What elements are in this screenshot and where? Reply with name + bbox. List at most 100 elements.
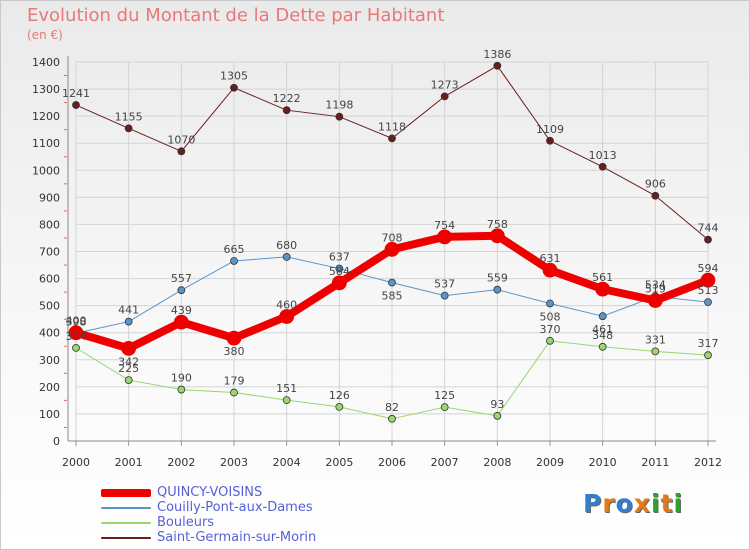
bouleurs-point [388,414,396,423]
couilly-pont-aux-dames-point [335,264,344,273]
y-tick-label: 1300 [32,83,60,96]
chart-legend: QUINCY-VOISINS Couilly-Pont-aux-Dames Boul… [101,485,316,545]
bouleurs-point [546,336,554,345]
quincy-voisins-data-label: 400 [66,315,87,328]
couilly-pont-aux-dames-data-label: 637 [329,251,350,264]
bouleurs-data-label: 179 [224,375,245,388]
saint-germain-sur-morin-data-label: 1070 [167,133,195,146]
y-tick-label: 1400 [32,56,60,69]
logo-letter: o [615,489,634,518]
saint-germain-sur-morin-data-label: 1241 [62,87,90,100]
logo-letter: i [673,489,684,518]
couilly-pont-aux-dames-data-label: 398 [66,315,87,328]
couilly-pont-aux-dames-data-label: 585 [382,290,403,303]
bouleurs-data-label: 225 [118,362,139,375]
saint-germain-sur-morin-data-label: 1222 [273,92,301,105]
legend-swatch [101,536,151,539]
bouleurs-data-label: 317 [698,337,719,350]
y-tick-label: 100 [39,408,60,421]
bouleurs-data-label: 344 [66,330,87,343]
couilly-pont-aux-dames-data-label: 537 [434,278,455,291]
bouleurs-data-label: 331 [645,333,666,346]
couilly-pont-aux-dames-point [388,278,396,287]
y-tick-label: 400 [39,327,60,340]
x-tick-label: 2001 [115,456,143,469]
y-tick-label: 200 [39,381,60,394]
logo-letter: i [651,489,661,518]
saint-germain-sur-morin-data-label: 1305 [220,70,248,83]
bouleurs-point [282,396,291,405]
couilly-pont-aux-dames-point [704,298,712,307]
logo-letter: r [602,489,616,518]
quincy-voisins-point [437,229,453,245]
quincy-voisins-data-label: 439 [171,304,192,317]
logo-letter: t [660,489,674,518]
y-tick-label: 900 [39,191,60,204]
quincy-voisins-point [331,275,347,291]
legend-item-quincy-voisins: QUINCY-VOISINS [101,485,316,500]
bouleurs-point [177,385,186,394]
quincy-voisins-data-label: 380 [224,345,245,358]
couilly-pont-aux-dames-data-label: 461 [592,323,613,336]
saint-germain-sur-morin-data-label: 906 [645,178,666,191]
saint-germain-sur-morin-point [651,191,660,200]
y-tick-label: 300 [39,354,60,367]
bouleurs-point [493,411,502,420]
couilly-pont-aux-dames-point [493,285,502,294]
quincy-voisins-data-label: 519 [645,282,666,295]
quincy-voisins-data-label: 758 [487,218,508,231]
x-tick-label: 2011 [641,456,669,469]
legend-item-couilly-pont-aux-dames: Couilly-Pont-aux-Dames [101,500,316,515]
bouleurs-data-label: 348 [592,329,613,342]
quincy-voisins-point [226,330,242,346]
saint-germain-sur-morin-data-label: 1198 [325,99,353,112]
quincy-voisins-point [700,272,716,288]
quincy-voisins-point [121,341,137,356]
quincy-voisins-data-label: 584 [329,265,350,278]
quincy-voisins-data-label: 631 [540,252,561,265]
saint-germain-sur-morin-point [598,162,607,171]
quincy-voisins-point [595,281,611,297]
logo-letter: P [583,489,603,518]
saint-germain-sur-morin-point [704,235,712,244]
saint-germain-sur-morin-point [440,92,449,101]
couilly-pont-aux-dames-point [546,299,554,308]
legend-label: QUINCY-VOISINS [157,485,263,500]
quincy-voisins-point [489,228,505,244]
couilly-pont-aux-dames-data-label: 534 [645,278,666,291]
bouleurs-data-label: 125 [434,389,455,402]
bouleurs-point [335,402,344,411]
legend-swatch [101,506,151,509]
y-tick-label: 800 [39,218,60,231]
couilly-pont-aux-dames-data-label: 680 [276,239,297,252]
couilly-pont-aux-dames-data-label: 557 [171,272,192,285]
y-tick-label: 1200 [32,110,60,123]
quincy-voisins-data-label: 561 [592,271,613,284]
proxiti-logo: Proxiti [583,489,683,518]
saint-germain-sur-morin-point [230,83,238,92]
y-tick-label: 600 [39,273,60,286]
couilly-pont-aux-dames-data-label: 665 [224,243,245,256]
saint-germain-sur-morin-point [493,61,502,70]
legend-label: Couilly-Pont-aux-Dames [157,500,313,515]
bouleurs-point [230,388,238,397]
bouleurs-point [651,347,660,356]
bouleurs-data-label: 93 [490,398,504,411]
chart-title: Evolution du Montant de la Dette par Hab… [27,5,445,26]
couilly-pont-aux-dames-point [440,291,449,300]
couilly-pont-aux-dames-point [124,317,133,326]
quincy-voisins-data-label: 708 [382,231,403,244]
couilly-pont-aux-dames-data-label: 441 [118,304,139,317]
saint-germain-sur-morin-point [177,147,186,156]
bouleurs-data-label: 126 [329,389,350,402]
x-tick-label: 2003 [220,456,248,469]
y-tick-label: 0 [53,435,60,448]
saint-germain-sur-morin-point [546,136,554,145]
quincy-voisins-data-label: 754 [434,219,455,232]
saint-germain-sur-morin-point [124,124,133,133]
bouleurs-data-label: 151 [276,382,297,395]
saint-germain-sur-morin-data-label: 1013 [589,149,617,162]
quincy-voisins-data-label: 594 [698,262,719,275]
x-tick-label: 2010 [589,456,617,469]
